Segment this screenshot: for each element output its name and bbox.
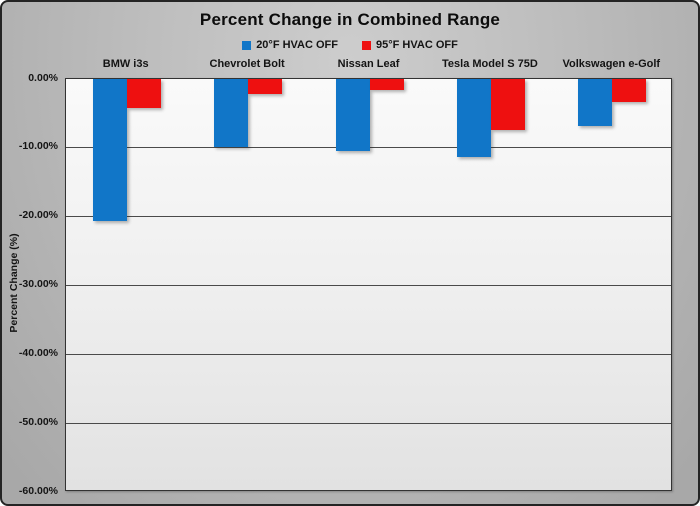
bar-series0-cat2 [335,79,370,151]
bar-series0-cat3 [456,79,491,157]
category-label: Volkswagen e-Golf [562,58,661,70]
plot-area [65,78,672,491]
legend-swatch-blue [242,40,252,50]
gridline [66,422,671,424]
legend: 20°F HVAC OFF 95°F HVAC OFF [2,39,698,51]
gridline [66,216,671,218]
bar-series0-cat4 [578,79,613,127]
bar-series0-cat0 [92,79,127,222]
y-tick-label: -60.00% [18,484,58,497]
bar-series0-cat1 [214,79,249,148]
bar-series1-cat0 [126,79,161,108]
category-label: BMW i3s [102,58,149,70]
category-label: Nissan Leaf [337,58,400,70]
legend-item-20f: 20°F HVAC OFF [242,39,338,51]
legend-label-20f: 20°F HVAC OFF [256,39,338,51]
gridline [66,353,671,355]
bar-series1-cat2 [369,79,404,90]
bar-series1-cat1 [248,79,283,95]
legend-swatch-red [362,40,371,50]
chart-title: Percent Change in Combined Range [199,10,501,29]
bar-series1-cat4 [612,79,647,102]
category-label: Tesla Model S 75D [442,58,538,70]
y-tick-label: -20.00% [18,209,58,222]
y-tick-label: 0.00% [28,71,58,84]
y-tick-label: -10.00% [18,140,58,153]
category-label: Chevrolet Bolt [209,58,285,70]
y-tick-label: -50.00% [18,415,58,428]
legend-item-95f: 95°F HVAC OFF [362,39,458,51]
bar-series1-cat3 [490,79,525,130]
y-tick-label: -30.00% [18,278,58,290]
legend-label-95f: 95°F HVAC OFF [376,39,458,51]
y-tick-label: -40.00% [18,346,58,359]
gridline [66,285,671,286]
